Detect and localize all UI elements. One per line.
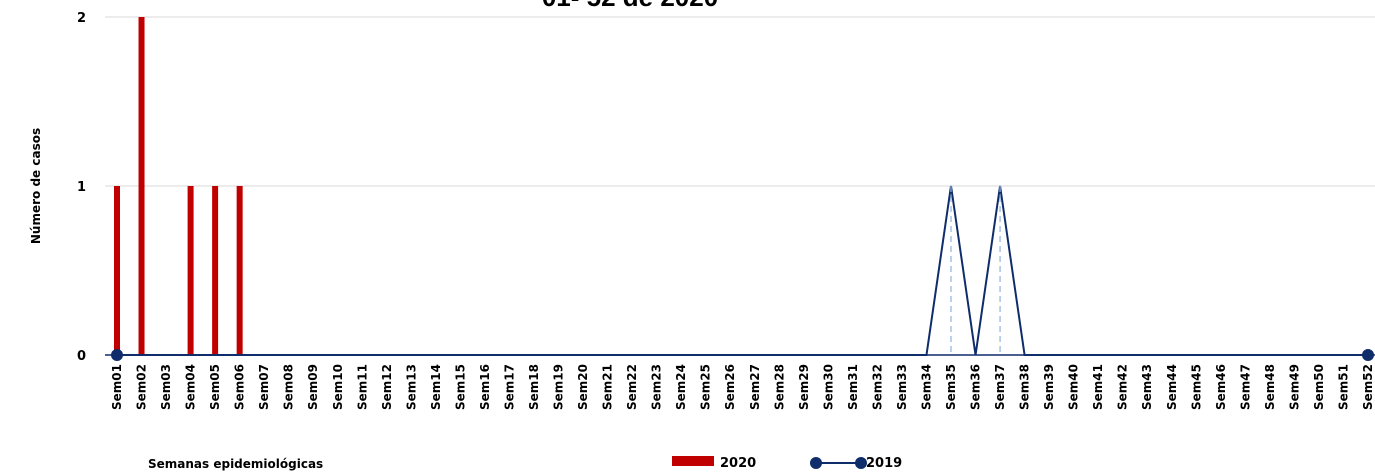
x-tick-label: Sem35: [944, 364, 958, 410]
x-tick-label: Sem43: [1140, 364, 1154, 410]
y-axis-label: Número de casos: [29, 128, 43, 244]
x-tick-label: Sem04: [184, 364, 198, 410]
x-tick-label: Sem28: [772, 364, 786, 410]
x-tick-label: Sem44: [1165, 364, 1179, 410]
x-tick-label: Sem49: [1287, 364, 1301, 410]
x-tick-label: Sem11: [355, 364, 369, 410]
x-tick-label: Sem45: [1189, 364, 1203, 410]
x-tick-label: Sem34: [919, 364, 933, 410]
x-tick-label: Sem24: [674, 364, 688, 410]
x-tick-label: Sem22: [625, 364, 639, 410]
x-axis-ticks: Sem01 Sem02 Sem03 Sem04 Sem05 Sem06 Sem07 Sem08…: [110, 364, 1375, 410]
x-tick-label: Sem40: [1067, 364, 1081, 410]
y-tick-label: 2: [77, 11, 86, 26]
x-tick-label: Sem33: [895, 364, 909, 410]
x-tick-label: Sem18: [527, 364, 541, 410]
x-tick-label: Sem52: [1361, 364, 1375, 410]
line-2019-marker-Sem01: [111, 349, 123, 361]
x-tick-label: Sem46: [1214, 364, 1228, 410]
x-tick-label: Sem16: [478, 364, 492, 410]
x-tick-label: Sem13: [404, 364, 418, 410]
x-tick-label: Sem30: [821, 364, 835, 410]
x-tick-label: Sem01: [110, 364, 124, 410]
x-tick-label: Sem08: [282, 364, 296, 410]
line-series-2019: [111, 186, 1374, 361]
x-tick-label: Sem07: [257, 364, 271, 410]
y-tick-label: 1: [77, 180, 86, 195]
bar-2020-Sem04: [188, 186, 194, 355]
x-tick-label: Sem51: [1336, 364, 1350, 410]
bar-2020-Sem05: [212, 186, 218, 355]
legend-label-2019: 2019: [866, 456, 902, 471]
x-tick-label: Sem21: [601, 364, 615, 410]
x-tick-label: Sem09: [306, 364, 320, 410]
bar-2020-Sem06: [237, 186, 243, 355]
y-axis-ticks: 0 1 2: [77, 11, 86, 364]
x-tick-label: Sem14: [429, 364, 443, 410]
line-2019-marker-Sem52: [1362, 349, 1374, 361]
x-tick-label: Sem03: [159, 364, 173, 410]
x-tick-label: Sem48: [1263, 364, 1277, 410]
x-tick-label: Sem02: [135, 364, 149, 410]
bar-2020-Sem01: [114, 186, 120, 355]
x-tick-label: Sem42: [1116, 364, 1130, 410]
x-tick-label: Sem31: [846, 364, 860, 410]
x-tick-label: Sem50: [1312, 364, 1326, 410]
gridlines: [105, 17, 1375, 355]
x-tick-label: Sem06: [233, 364, 247, 410]
x-tick-label: Sem15: [453, 364, 467, 410]
legend-swatch-2020: [672, 456, 714, 466]
bar-2020-Sem02: [139, 17, 145, 355]
x-tick-label: Sem47: [1238, 364, 1252, 410]
y-tick-label: 0: [77, 349, 86, 364]
x-tick-label: Sem10: [331, 364, 345, 410]
x-tick-label: Sem23: [650, 364, 664, 410]
legend-label-2020: 2020: [720, 456, 756, 471]
x-tick-label: Sem25: [699, 364, 713, 410]
line-2019-path: [117, 186, 1368, 355]
x-axis-label: Semanas epidemiológicas: [148, 457, 323, 471]
x-tick-label: Sem36: [969, 364, 983, 410]
x-tick-label: Sem39: [1042, 364, 1056, 410]
x-tick-label: Sem32: [870, 364, 884, 410]
x-tick-label: Sem20: [576, 364, 590, 410]
legend-marker-2019-left: [810, 457, 822, 469]
chart-title: 01- 52 de 2020: [542, 0, 718, 12]
x-tick-label: Sem19: [552, 364, 566, 410]
x-tick-label: Sem05: [208, 364, 222, 410]
x-tick-label: Sem41: [1091, 364, 1105, 410]
x-tick-label: Sem38: [1018, 364, 1032, 410]
legend: 2020 2019: [672, 456, 902, 471]
x-tick-label: Sem12: [380, 364, 394, 410]
x-tick-label: Sem27: [748, 364, 762, 410]
x-tick-label: Sem26: [723, 364, 737, 410]
x-tick-label: Sem37: [993, 364, 1007, 410]
x-tick-label: Sem29: [797, 364, 811, 410]
x-tick-label: Sem17: [502, 364, 516, 410]
